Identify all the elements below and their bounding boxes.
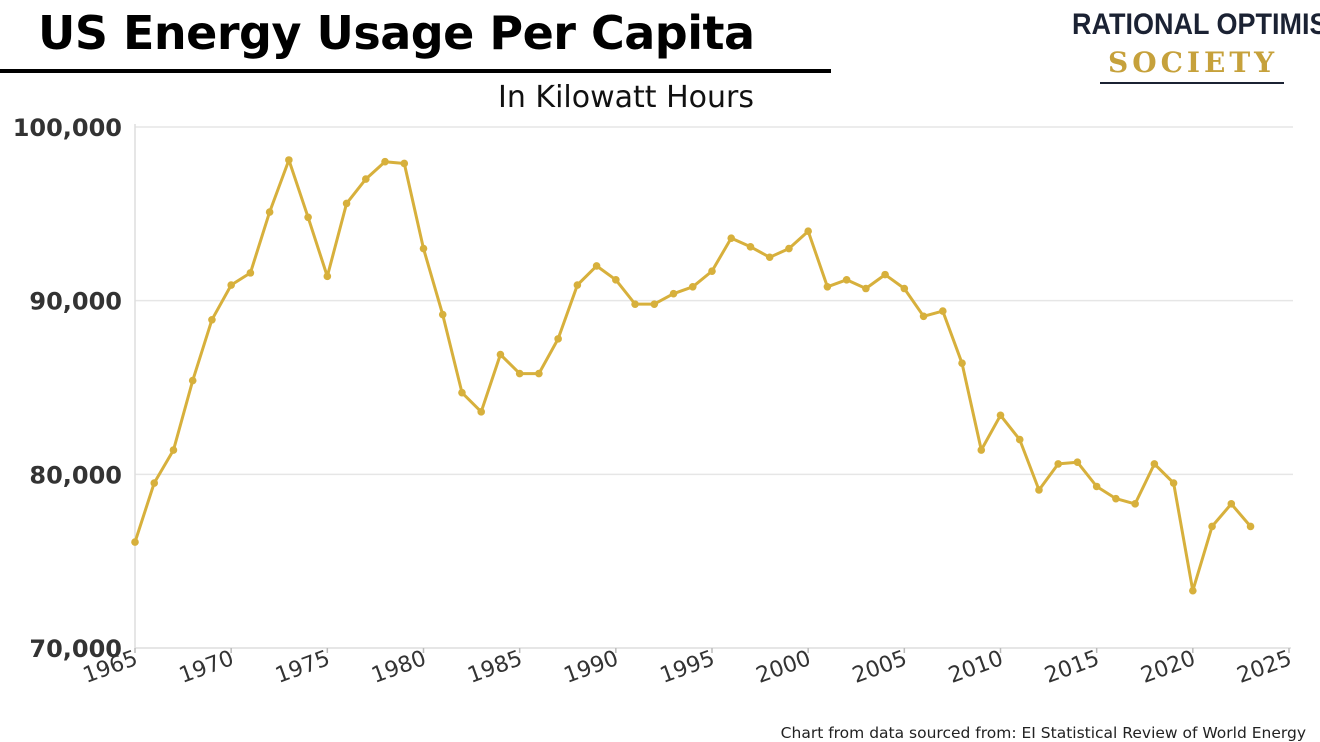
data-point [612, 276, 620, 284]
x-axis-ticks: 1965 1970 1975 1980 1985 1990 1995 2000 2005 2010… [80, 646, 1295, 689]
data-point [862, 284, 870, 293]
data-point [1169, 479, 1178, 487]
data-point [1208, 522, 1216, 531]
data-point [1092, 482, 1101, 491]
data-point [765, 253, 774, 262]
x-tick-label: 1995 [657, 646, 718, 689]
data-point [554, 335, 562, 343]
logo-underline [1100, 82, 1284, 84]
data-point [1073, 458, 1082, 466]
data-point [208, 315, 216, 324]
data-point [246, 269, 255, 277]
chart-title: US Energy Usage Per Capita [38, 6, 755, 60]
logo-line-2: SOCIETY [1108, 46, 1279, 79]
data-point [688, 282, 697, 291]
x-tick-label: 2000 [753, 646, 814, 689]
y-tick-label: 80,000 [29, 461, 122, 489]
data-point [631, 300, 639, 308]
data-point [939, 307, 947, 315]
data-point [919, 312, 928, 321]
brand-logo: RATIONAL OPTIMIST SOCIETY [1072, 8, 1320, 84]
x-tick-label: 1985 [465, 646, 526, 689]
chart-subtitle: In Kilowatt Hours [498, 80, 754, 115]
data-point [592, 262, 601, 270]
data-point [265, 208, 274, 216]
x-tick-label: 2025 [1234, 646, 1295, 689]
data-point [785, 244, 793, 253]
title-underline [0, 69, 831, 73]
x-tick-label: 2010 [945, 646, 1006, 689]
data-point [342, 199, 351, 208]
data-point [188, 376, 197, 385]
data-point [169, 446, 178, 454]
y-tick-label: 100,000 [13, 114, 122, 142]
data-point [227, 281, 235, 289]
x-tick-label: 1990 [561, 646, 622, 689]
data-point [881, 270, 889, 279]
data-point [1035, 486, 1043, 494]
data-point [727, 234, 736, 242]
x-tick-label: 1970 [176, 646, 237, 689]
data-point [535, 369, 543, 378]
data-point [996, 411, 1005, 420]
data-point [419, 244, 428, 253]
data-point [496, 350, 505, 359]
y-tick-label: 90,000 [29, 288, 122, 316]
data-point [958, 359, 966, 367]
data-point [900, 284, 909, 293]
gridlines [135, 126, 1293, 476]
data-point [573, 281, 582, 289]
data-point [150, 479, 159, 487]
data-point [1015, 435, 1024, 444]
data-point [362, 175, 370, 183]
data-point [400, 159, 409, 168]
data-point [746, 243, 755, 251]
data-point [1131, 500, 1139, 508]
series-line [133, 158, 1252, 593]
data-point [1150, 460, 1159, 468]
data-point [323, 272, 332, 281]
data-point [708, 267, 716, 275]
data-point [823, 282, 832, 291]
x-tick-label: 2005 [849, 646, 910, 689]
data-point [1227, 500, 1236, 508]
y-tick-label: 70,000 [29, 635, 122, 663]
data-point [285, 156, 293, 164]
data-point [804, 227, 812, 235]
x-tick-label: 2020 [1138, 646, 1199, 689]
data-point [131, 538, 139, 546]
data-point [669, 289, 678, 298]
data-point [304, 213, 312, 222]
data-point [1112, 494, 1120, 503]
x-tick-label: 2015 [1042, 646, 1103, 689]
series-group [131, 156, 1255, 595]
data-point [458, 388, 466, 397]
x-tick-label: 1980 [368, 646, 429, 689]
data-point [650, 300, 659, 308]
data-point [381, 157, 389, 166]
logo-line-1: RATIONAL OPTIMIST [1072, 8, 1320, 41]
axes [134, 124, 1291, 649]
data-point [842, 276, 851, 284]
data-point [477, 408, 486, 416]
data-point [515, 369, 524, 378]
source-note: Chart from data sourced from: EI Statist… [780, 724, 1306, 742]
data-point [438, 310, 447, 319]
y-axis-ticks: 70,000 80,000 90,000 100,000 [13, 114, 122, 663]
data-point [1054, 460, 1062, 468]
data-point [1189, 586, 1197, 595]
data-point [1246, 522, 1255, 531]
x-tick-label: 1975 [272, 646, 333, 689]
data-point [977, 446, 986, 454]
